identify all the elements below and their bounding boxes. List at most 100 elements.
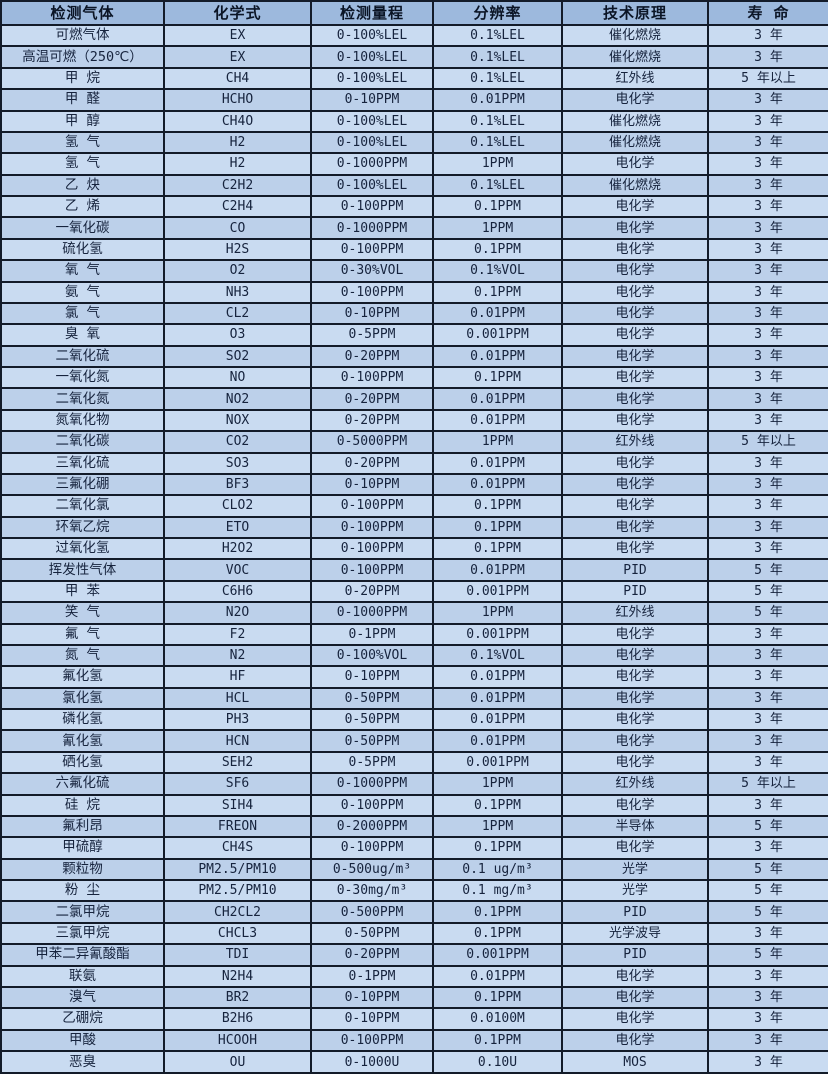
gas-name-cell: 氟利昂 xyxy=(0,814,165,839)
table-cell: CO xyxy=(163,216,312,240)
table-cell: 0-100PPM xyxy=(310,280,434,304)
table-cell: EX xyxy=(163,23,312,48)
gas-name-cell: 氟 气 xyxy=(0,622,165,646)
table-cell: 3 年 xyxy=(707,793,828,817)
table-cell: 0-10PPM xyxy=(310,665,434,689)
table-row: 三氯甲烷 CHCL3 0-50PPM 0.1PPM 光学波导 3 年 xyxy=(0,921,828,946)
table-cell: 3 年 xyxy=(707,23,828,48)
table-cell: 3 年 xyxy=(707,323,828,347)
table-cell: H2 xyxy=(163,152,312,176)
table-cell: 光学 xyxy=(561,857,709,882)
table-cell: 电化学 xyxy=(561,194,709,219)
gas-name-cell: 甲 烷 xyxy=(0,66,165,91)
table-cell: 0-1PPM xyxy=(310,964,434,988)
table-cell: 电化学 xyxy=(561,707,709,732)
table-cell: 3 年 xyxy=(707,152,828,176)
table-row: 氟化氢 HF 0-10PPM 0.01PPM 电化学 3 年 xyxy=(0,665,828,689)
table-cell: OU xyxy=(163,1050,312,1074)
table-header: 检测气体 化学式 检测量程 分辨率 技术原理寿 命 xyxy=(0,0,828,26)
table-cell: 0-20PPM xyxy=(310,943,434,967)
table-cell: O3 xyxy=(163,323,312,347)
table-row: 氯化氢 HCL 0-50PPM 0.01PPM 电化学 3 年 xyxy=(0,686,828,711)
table-cell: 3 年 xyxy=(707,472,828,497)
table-cell: 1PPM xyxy=(432,772,563,796)
table-cell: 0-100%LEL xyxy=(310,109,434,133)
gas-name-cell: 粉 尘 xyxy=(0,878,165,903)
table-row: 臭 氧 O3 0-5PPM 0.001PPM 电化学 3 年 xyxy=(0,323,828,347)
table-row: 氯 气 CL2 0-10PPM 0.01PPM 电化学 3 年 xyxy=(0,301,828,326)
table-cell: 电化学 xyxy=(561,729,709,753)
table-cell: NO2 xyxy=(163,387,312,411)
table-cell: 0.1 ug/m³ xyxy=(432,857,563,882)
table-cell: 电化学 xyxy=(561,536,709,561)
table-cell: 0-20PPM xyxy=(310,408,434,433)
table-cell: N2 xyxy=(163,643,312,668)
table-cell: 0-100PPM xyxy=(310,558,434,582)
table-row: 甲酸 HCOOH 0-100PPM 0.1PPM 电化学 3 年 xyxy=(0,1028,828,1053)
gas-name-cell: 三氟化硼 xyxy=(0,472,165,497)
table-cell: 0-100PPM xyxy=(310,793,434,817)
table-cell: C2H4 xyxy=(163,194,312,219)
table-cell: 0-5PPM xyxy=(310,750,434,775)
table-cell: C6H6 xyxy=(163,579,312,604)
table-row: 甲 烷 CH4 0-100%LEL 0.1%LEL 红外线 5 年以上 xyxy=(0,66,828,91)
table-row: 氮 气 N2 0-100%VOL 0.1%VOL 电化学 3 年 xyxy=(0,643,828,668)
table-cell: 0-10PPM xyxy=(310,985,434,1010)
table-cell: 5 年 xyxy=(707,900,828,924)
table-cell: 3 年 xyxy=(707,130,828,155)
gas-name-cell: 联氨 xyxy=(0,964,165,988)
table-cell: 0.1 mg/m³ xyxy=(432,878,563,903)
table-cell: N2O xyxy=(163,601,312,625)
gas-name-cell: 氮 气 xyxy=(0,643,165,668)
table-cell: 0-100%VOL xyxy=(310,643,434,668)
table-row: 二氯甲烷 CH2CL2 0-500PPM 0.1PPM PID 5 年 xyxy=(0,900,828,924)
table-cell: 3 年 xyxy=(707,494,828,518)
gas-name-cell: 氟化氢 xyxy=(0,665,165,689)
table-cell: 红外线 xyxy=(561,772,709,796)
table-cell: 电化学 xyxy=(561,985,709,1010)
table-cell: 3 年 xyxy=(707,109,828,133)
table-cell: BR2 xyxy=(163,985,312,1010)
table-row: 乙 炔 C2H2 0-100%LEL 0.1%LEL 催化燃烧 3 年 xyxy=(0,173,828,198)
table-cell: 3 年 xyxy=(707,194,828,219)
table-cell: 电化学 xyxy=(561,323,709,347)
table-cell: 催化燃烧 xyxy=(561,23,709,48)
table-cell: 0-1000PPM xyxy=(310,601,434,625)
table-cell: VOC xyxy=(163,558,312,582)
table-cell: 0.1PPM xyxy=(432,365,563,390)
gas-name-cell: 二氧化氮 xyxy=(0,387,165,411)
table-cell: 0.1%LEL xyxy=(432,66,563,91)
table-cell: 电化学 xyxy=(561,237,709,262)
table-row: 联氨 N2H4 0-1PPM 0.01PPM 电化学 3 年 xyxy=(0,964,828,988)
table-cell: PID xyxy=(561,558,709,582)
gas-name-cell: 乙 炔 xyxy=(0,173,165,198)
table-cell: 电化学 xyxy=(561,152,709,176)
table-cell: 0.1PPM xyxy=(432,900,563,924)
gas-name-cell: 二氯甲烷 xyxy=(0,900,165,924)
table-cell: 0.1PPM xyxy=(432,237,563,262)
gas-name-cell: 硒化氢 xyxy=(0,750,165,775)
table-cell: 3 年 xyxy=(707,686,828,711)
table-cell: 5 年 xyxy=(707,814,828,839)
table-cell: 0-2000PPM xyxy=(310,814,434,839)
table-cell: 3 年 xyxy=(707,921,828,946)
table-cell: 催化燃烧 xyxy=(561,109,709,133)
table-cell: 电化学 xyxy=(561,365,709,390)
table-cell: 电化学 xyxy=(561,301,709,326)
table-cell: 0-20PPM xyxy=(310,344,434,369)
table-cell: O2 xyxy=(163,259,312,283)
column-header-1: 检测气体 xyxy=(0,0,165,26)
table-cell: 0.1%VOL xyxy=(432,643,563,668)
table-row: 氢 气 H2 0-100%LEL 0.1%LEL 催化燃烧 3 年 xyxy=(0,130,828,155)
table-cell: HCHO xyxy=(163,88,312,112)
table-cell: 3 年 xyxy=(707,985,828,1010)
table-cell: 电化学 xyxy=(561,88,709,112)
table-cell: 3 年 xyxy=(707,1050,828,1074)
table-cell: 0.001PPM xyxy=(432,750,563,775)
table-cell: CH4 xyxy=(163,66,312,91)
table-cell: 0-50PPM xyxy=(310,921,434,946)
table-row: 可燃气体 EX 0-100%LEL 0.1%LEL 催化燃烧 3 年 xyxy=(0,23,828,48)
table-cell: 电化学 xyxy=(561,408,709,433)
table-cell: 半导体 xyxy=(561,814,709,839)
table-cell: HF xyxy=(163,665,312,689)
